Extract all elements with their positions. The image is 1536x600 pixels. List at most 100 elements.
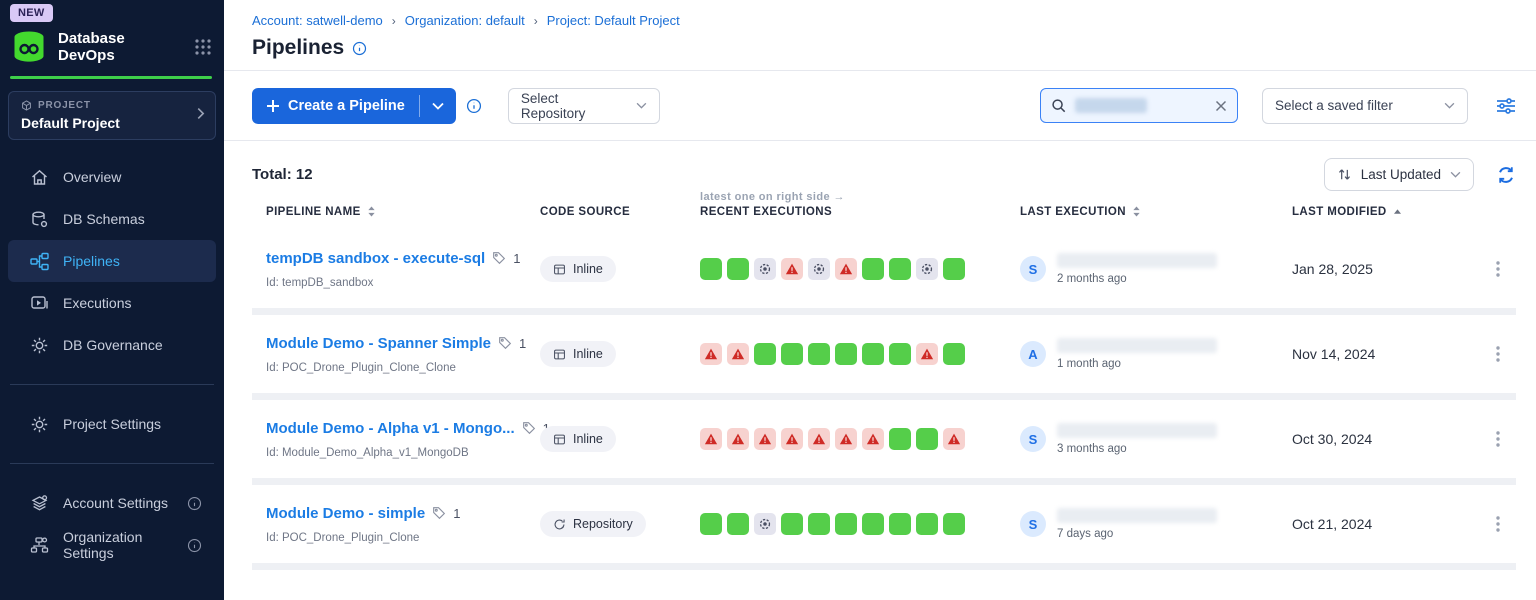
chevron-down-icon[interactable] [420,88,456,124]
redacted-username [1057,423,1217,438]
sort-value: Last Updated [1360,167,1441,182]
sidebar-item-overview[interactable]: Overview [8,156,216,198]
execution-warning-icon[interactable] [835,258,857,280]
chevron-down-icon [636,102,647,109]
tag-icon [492,251,506,265]
avatar[interactable]: S [1020,426,1046,452]
create-pipeline-button[interactable]: Create a Pipeline [252,87,456,124]
execution-warning-icon[interactable] [700,343,722,365]
row-menu-button[interactable] [1492,427,1504,451]
execution-success-icon[interactable] [781,343,803,365]
page-header: Account: satwell-demo › Organization: de… [224,0,1536,71]
play-square-icon [30,294,49,313]
execution-success-icon[interactable] [862,513,884,535]
avatar[interactable]: S [1020,256,1046,282]
execution-warning-icon[interactable] [862,428,884,450]
project-selector[interactable]: PROJECT Default Project [8,91,216,140]
execution-warning-icon[interactable] [754,428,776,450]
sort-dropdown[interactable]: Last Updated [1323,158,1474,191]
execution-success-icon[interactable] [700,513,722,535]
execution-success-icon[interactable] [862,258,884,280]
execution-warning-icon[interactable] [727,428,749,450]
execution-success-icon[interactable] [754,343,776,365]
info-icon[interactable] [187,496,202,511]
execution-success-icon[interactable] [700,258,722,280]
pipeline-name-link[interactable]: Module Demo - Spanner Simple [266,334,492,352]
sort-ascending-icon[interactable] [1393,208,1402,215]
info-icon[interactable] [466,98,482,114]
breadcrumb-project[interactable]: Project: Default Project [546,13,680,28]
execution-success-icon[interactable] [889,258,911,280]
execution-success-icon[interactable] [943,258,965,280]
app-switcher-icon[interactable] [194,38,212,56]
execution-success-icon[interactable] [916,513,938,535]
execution-warning-icon[interactable] [781,258,803,280]
new-badge: NEW [10,4,53,22]
execution-config-icon[interactable] [754,258,776,280]
sidebar-item-db-governance[interactable]: DB Governance [8,324,216,366]
execution-success-icon[interactable] [808,343,830,365]
saved-filter-value: Select a saved filter [1275,98,1393,113]
execution-success-icon[interactable] [943,513,965,535]
breadcrumb-organization[interactable]: Organization: default [404,13,525,28]
pipeline-name-link[interactable]: tempDB sandbox - execute-sql [266,249,486,267]
execution-success-icon[interactable] [727,513,749,535]
info-icon[interactable] [187,538,202,553]
execution-warning-icon[interactable] [700,428,722,450]
execution-warning-icon[interactable] [943,428,965,450]
execution-success-icon[interactable] [889,428,911,450]
sort-icon[interactable] [367,205,376,218]
pipeline-id: Id: POC_Drone_Plugin_Clone_Clone [266,361,456,374]
execution-success-icon[interactable] [835,343,857,365]
row-menu-button[interactable] [1492,342,1504,366]
pipeline-name-link[interactable]: Module Demo - Alpha v1 - Mongo... [266,419,515,437]
row-menu-button[interactable] [1492,257,1504,281]
execution-warning-icon[interactable] [781,428,803,450]
execution-warning-icon[interactable] [916,343,938,365]
execution-success-icon[interactable] [781,513,803,535]
sidebar-item-project-settings[interactable]: Project Settings [8,403,216,445]
inline-source-icon [553,433,566,446]
pipeline-id: Id: Module_Demo_Alpha_v1_MongoDB [266,446,469,459]
refresh-icon[interactable] [1496,165,1516,185]
execution-success-icon[interactable] [727,258,749,280]
sidebar-item-account-settings[interactable]: Account Settings [8,482,216,524]
page-title: Pipelines [252,36,345,59]
last-execution-time: 1 month ago [1057,358,1121,370]
sidebar-item-executions[interactable]: Executions [8,282,216,324]
breadcrumb-account[interactable]: Account: satwell-demo [252,13,383,28]
execution-success-icon[interactable] [943,343,965,365]
layers-gear-icon [30,494,49,513]
pipeline-name-link[interactable]: Module Demo - simple [266,504,426,522]
execution-warning-icon[interactable] [808,428,830,450]
tag-count: 1 [453,505,461,521]
execution-success-icon[interactable] [835,513,857,535]
project-selector-name: Default Project [21,115,120,131]
execution-config-icon[interactable] [808,258,830,280]
row-menu-button[interactable] [1492,512,1504,536]
execution-config-icon[interactable] [916,258,938,280]
info-icon[interactable] [352,41,367,56]
redacted-username [1057,253,1217,268]
execution-config-icon[interactable] [754,513,776,535]
sidebar-item-organization-settings[interactable]: Organization Settings [8,524,216,566]
select-repository-dropdown[interactable]: Select Repository [507,87,660,124]
saved-filter-dropdown[interactable]: Select a saved filter [1262,87,1468,124]
search-input[interactable] [1040,88,1238,123]
sidebar-item-db-schemas[interactable]: DB Schemas [8,198,216,240]
avatar[interactable]: A [1020,341,1046,367]
sort-icon[interactable] [1132,205,1141,218]
execution-success-icon[interactable] [862,343,884,365]
execution-success-icon[interactable] [916,428,938,450]
execution-success-icon[interactable] [889,513,911,535]
execution-warning-icon[interactable] [835,428,857,450]
avatar[interactable]: S [1020,511,1046,537]
execution-warning-icon[interactable] [727,343,749,365]
execution-success-icon[interactable] [808,513,830,535]
execution-success-icon[interactable] [889,343,911,365]
filter-settings-icon[interactable] [1496,97,1516,115]
sidebar-item-pipelines[interactable]: Pipelines [8,240,216,282]
clear-search-icon[interactable] [1215,100,1227,112]
last-execution-time: 2 months ago [1057,273,1127,285]
table-row: tempDB sandbox - execute-sql 1 Id: tempD… [252,230,1516,308]
